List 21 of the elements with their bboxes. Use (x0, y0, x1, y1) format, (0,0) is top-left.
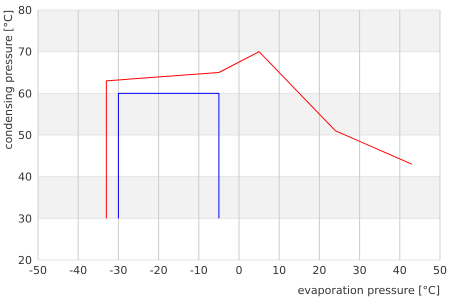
x-tick-label: -50 (29, 264, 47, 277)
y-tick-label: 30 (18, 212, 32, 226)
line-series (106, 51, 412, 219)
y-tick-label: 20 (18, 254, 32, 267)
y-tick-label: 60 (18, 87, 32, 100)
x-tick-label: -10 (190, 264, 208, 277)
x-tick-label: 30 (352, 264, 367, 277)
x-tick-label: 20 (312, 264, 326, 277)
y-tick-label: 80 (18, 4, 32, 17)
x-tick-label: -30 (109, 264, 128, 277)
y-tick-label: 50 (18, 129, 32, 142)
y-tick-label: 40 (18, 170, 32, 184)
x-tick-label: 50 (433, 264, 447, 277)
x-axis-title: evaporation pressure [°C] (298, 284, 440, 297)
y-axis-title: condensing pressure [°C] (2, 10, 15, 150)
x-tick-label: -20 (150, 264, 168, 277)
x-tick-label: 0 (236, 264, 242, 277)
x-tick-label: 40 (392, 264, 407, 277)
x-tick-label: -40 (69, 264, 88, 277)
x-tick-label: 10 (272, 264, 286, 277)
y-tick-label: 70 (18, 46, 32, 59)
